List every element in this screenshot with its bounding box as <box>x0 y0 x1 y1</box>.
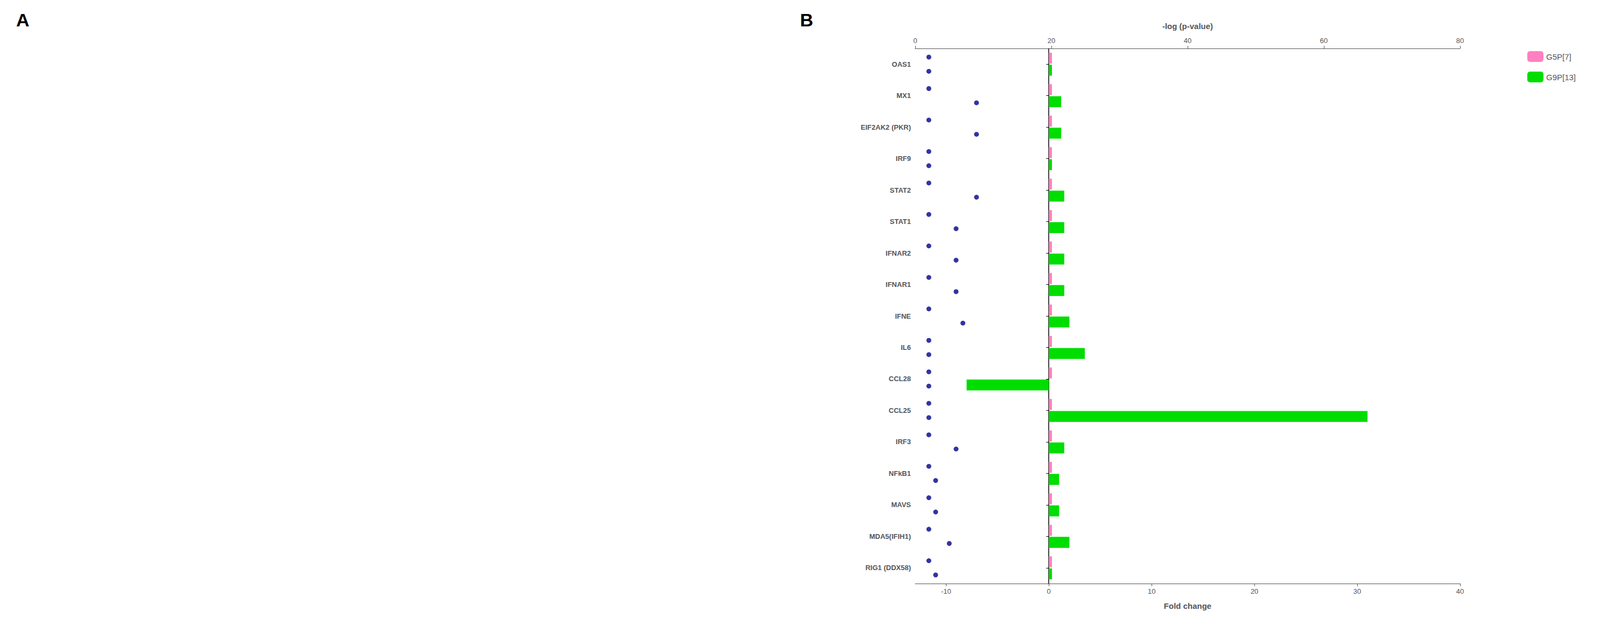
svg-text:0: 0 <box>913 36 917 45</box>
svg-text:CCL28: CCL28 <box>888 374 911 383</box>
svg-text:40: 40 <box>1456 587 1464 596</box>
svg-text:IFNAR1: IFNAR1 <box>885 280 911 289</box>
svg-text:0: 0 <box>1047 587 1051 596</box>
svg-text:-10: -10 <box>941 587 952 596</box>
svg-text:IFNAR2: IFNAR2 <box>885 249 911 258</box>
svg-text:20: 20 <box>1047 36 1056 45</box>
svg-text:IRF9: IRF9 <box>895 154 911 163</box>
svg-text:G9P[13]: G9P[13] <box>1546 72 1576 82</box>
svg-text:20: 20 <box>1250 587 1259 596</box>
svg-text:60: 60 <box>1320 36 1328 45</box>
svg-text:A: A <box>16 9 30 31</box>
svg-text:-log (p-value): -log (p-value) <box>1162 21 1213 31</box>
svg-text:Fold change: Fold change <box>1163 601 1212 611</box>
svg-text:IFNE: IFNE <box>894 312 911 321</box>
svg-text:30: 30 <box>1353 587 1361 596</box>
svg-text:OAS1: OAS1 <box>892 60 911 69</box>
svg-text:STAT2: STAT2 <box>889 186 911 195</box>
svg-text:STAT1: STAT1 <box>889 217 911 226</box>
svg-text:RIG1 (DDX58): RIG1 (DDX58) <box>865 563 911 572</box>
svg-text:80: 80 <box>1456 36 1464 45</box>
svg-text:40: 40 <box>1183 36 1192 45</box>
svg-text:MX1: MX1 <box>896 91 911 100</box>
svg-text:G5P[7]: G5P[7] <box>1546 52 1572 62</box>
svg-text:CCL25: CCL25 <box>888 406 911 415</box>
svg-text:10: 10 <box>1147 587 1156 596</box>
svg-text:EIF2AK2 (PKR): EIF2AK2 (PKR) <box>860 123 911 132</box>
svg-text:IL6: IL6 <box>900 343 911 352</box>
svg-text:NFkB1: NFkB1 <box>888 469 911 478</box>
svg-text:MAVS: MAVS <box>890 500 911 509</box>
svg-text:B: B <box>800 9 814 31</box>
svg-text:IRF3: IRF3 <box>895 437 911 446</box>
svg-text:MDA5(IFIH1): MDA5(IFIH1) <box>869 532 911 541</box>
